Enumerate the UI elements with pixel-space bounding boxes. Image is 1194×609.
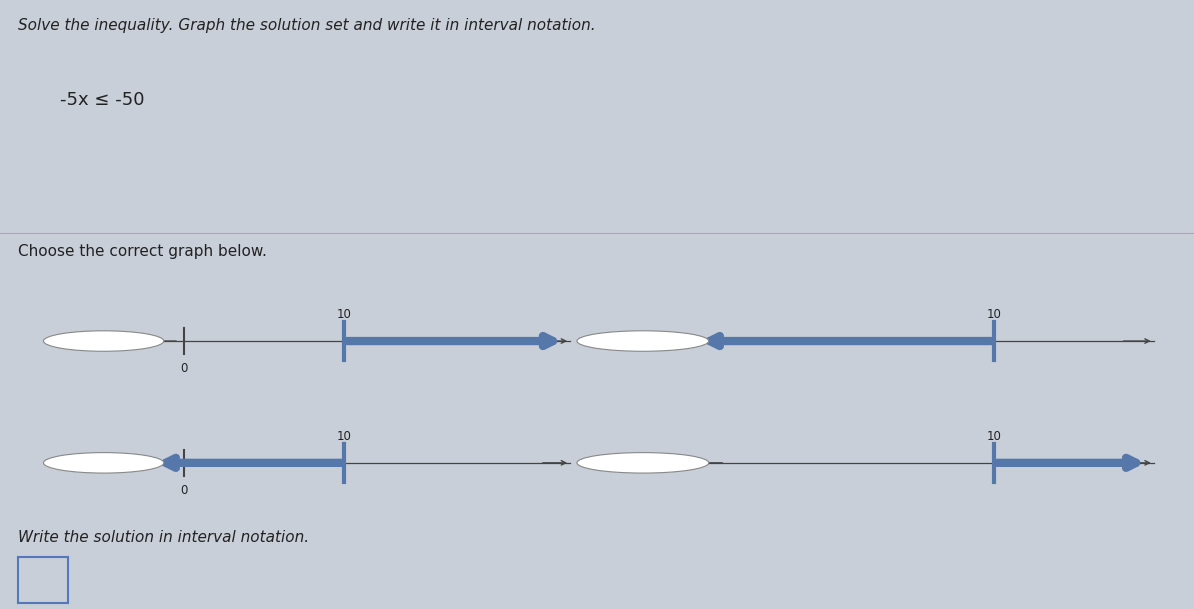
Circle shape — [577, 331, 709, 351]
Text: 10: 10 — [337, 308, 352, 322]
Circle shape — [43, 331, 164, 351]
Text: 0: 0 — [180, 484, 187, 497]
Text: Write the solution in interval notation.: Write the solution in interval notation. — [18, 530, 309, 545]
Text: -5x ≤ -50: -5x ≤ -50 — [60, 91, 144, 110]
Text: 0: 0 — [180, 362, 187, 375]
Text: A.: A. — [146, 334, 159, 348]
Text: Choose the correct graph below.: Choose the correct graph below. — [18, 244, 266, 259]
Text: Solve the inequality. Graph the solution set and write it in interval notation.: Solve the inequality. Graph the solution… — [18, 18, 596, 33]
Circle shape — [43, 452, 164, 473]
Text: B.: B. — [690, 334, 702, 348]
Text: 10: 10 — [987, 430, 1002, 443]
Circle shape — [577, 452, 709, 473]
Text: D.: D. — [690, 456, 703, 470]
Text: C.: C. — [146, 456, 159, 470]
Text: 10: 10 — [337, 430, 352, 443]
Text: 10: 10 — [987, 308, 1002, 322]
